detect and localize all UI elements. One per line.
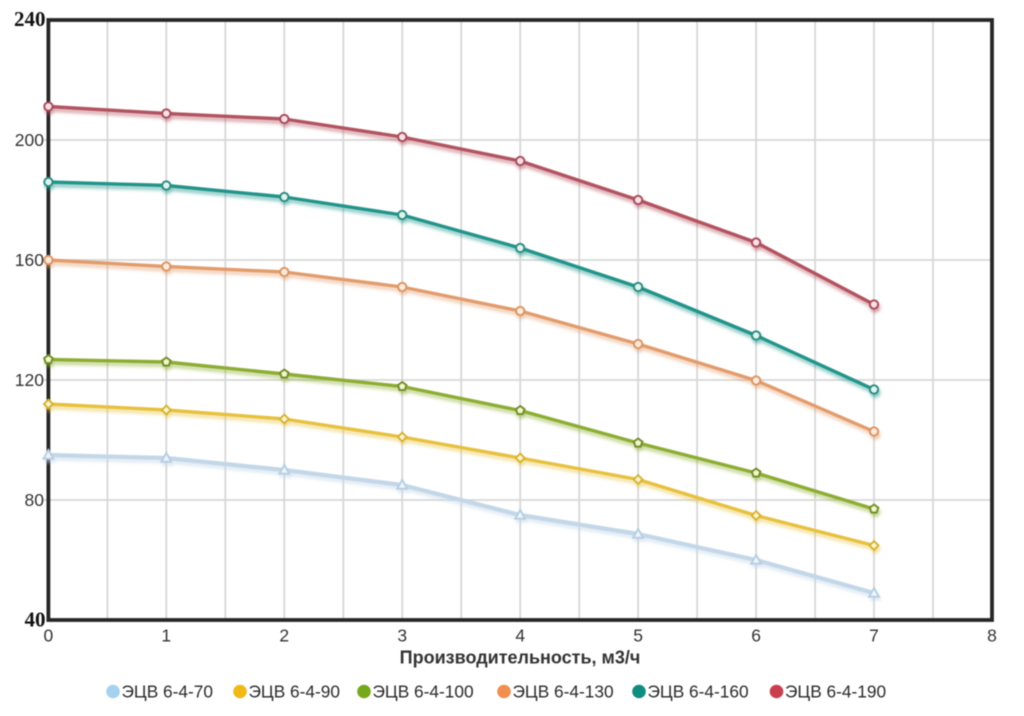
svg-text:0: 0 [44,626,54,646]
svg-text:ЭЦВ 6-4-100: ЭЦВ 6-4-100 [373,682,474,702]
svg-text:1: 1 [161,626,171,646]
svg-text:40: 40 [25,608,46,632]
svg-text:ЭЦВ 6-4-90: ЭЦВ 6-4-90 [249,682,341,702]
svg-text:8: 8 [987,626,997,646]
svg-text:2: 2 [279,626,289,646]
svg-text:ЭЦВ 6-4-160: ЭЦВ 6-4-160 [648,682,749,702]
svg-text:5: 5 [633,626,643,646]
svg-text:80: 80 [25,490,45,510]
svg-text:Производительность, м3/ч: Производительность, м3/ч [400,648,641,668]
svg-text:4: 4 [515,626,525,646]
svg-text:120: 120 [15,370,44,390]
svg-text:ЭЦВ 6-4-70: ЭЦВ 6-4-70 [122,682,214,702]
svg-text:3: 3 [397,626,407,646]
svg-text:160: 160 [15,250,44,270]
svg-text:200: 200 [15,130,44,150]
svg-text:ЭЦВ 6-4-190: ЭЦВ 6-4-190 [785,682,886,702]
svg-text:ЭЦВ 6-4-130: ЭЦВ 6-4-130 [513,682,614,702]
svg-text:6: 6 [751,626,761,646]
svg-text:240: 240 [14,7,46,31]
svg-text:7: 7 [869,626,879,646]
